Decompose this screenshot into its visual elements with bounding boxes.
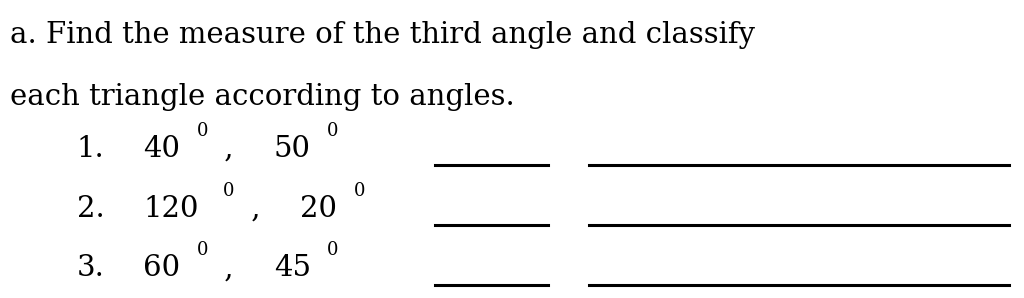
Text: 20: 20: [300, 195, 338, 223]
Text: 0: 0: [327, 122, 339, 140]
Text: 60: 60: [143, 254, 180, 282]
Text: a. Find the measure of the third angle and classify: a. Find the measure of the third angle a…: [10, 21, 756, 49]
Text: 40: 40: [143, 135, 180, 163]
Text: 0: 0: [197, 241, 208, 259]
Text: 3.: 3.: [77, 254, 104, 282]
Text: 2.: 2.: [77, 195, 104, 223]
Text: ,: ,: [215, 254, 233, 282]
Text: ,: ,: [242, 195, 260, 223]
Text: 120: 120: [143, 195, 199, 223]
Text: 1.: 1.: [77, 135, 104, 163]
Text: 45: 45: [273, 254, 311, 282]
Text: ,: ,: [215, 135, 233, 163]
Text: 0: 0: [223, 182, 234, 200]
Text: 50: 50: [273, 135, 311, 163]
Text: each triangle according to angles.: each triangle according to angles.: [10, 83, 515, 111]
Text: 0: 0: [197, 122, 208, 140]
Text: 0: 0: [353, 182, 366, 200]
Text: 0: 0: [327, 241, 339, 259]
